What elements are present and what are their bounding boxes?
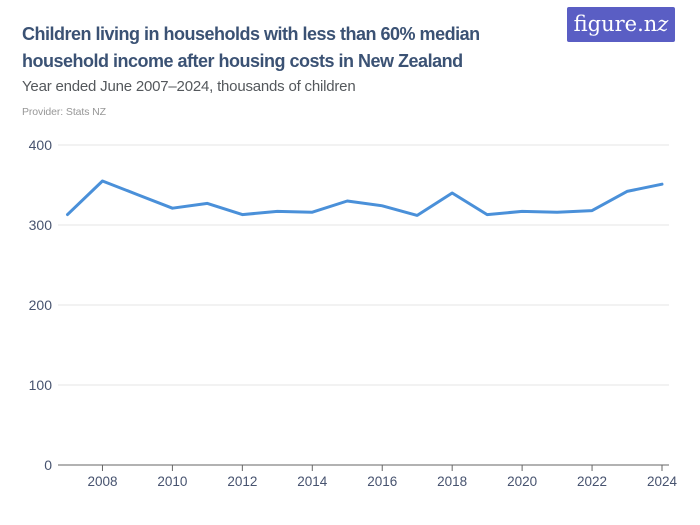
gridlines — [58, 144, 669, 466]
x-axis-label: 2024 — [647, 474, 678, 489]
x-axis-label: 2022 — [577, 474, 607, 489]
data-line-series — [66, 179, 664, 217]
y-axis-label: 0 — [44, 457, 52, 473]
x-axis: 2008 2010 2012 2014 2016 2018 2020 2022 2024 — [87, 465, 678, 489]
y-axis-labels: 0 100 200 300 400 — [29, 137, 53, 473]
page-title: Children living in households with less … — [22, 24, 480, 71]
provider-label: Provider: Stats NZ — [22, 106, 106, 118]
x-axis-label: 2018 — [437, 474, 467, 489]
figurenz-logo[interactable]: figure.n z — [567, 7, 675, 42]
x-axis-label: 2008 — [87, 474, 117, 489]
x-axis-label: 2014 — [297, 474, 328, 489]
x-axis-label: 2012 — [227, 474, 257, 489]
x-axis-label: 2010 — [157, 474, 187, 489]
y-axis-label: 400 — [29, 137, 53, 153]
logo-text-swash: z — [657, 12, 669, 36]
logo-text: figure.n — [573, 12, 658, 36]
y-axis-label: 300 — [29, 217, 53, 233]
y-axis-label: 200 — [29, 297, 53, 313]
chart-subtitle: Year ended June 2007–2024, thousands of … — [22, 78, 356, 95]
x-axis-label: 2020 — [507, 474, 537, 489]
x-axis-label: 2016 — [367, 474, 397, 489]
y-axis-label: 100 — [29, 377, 53, 393]
